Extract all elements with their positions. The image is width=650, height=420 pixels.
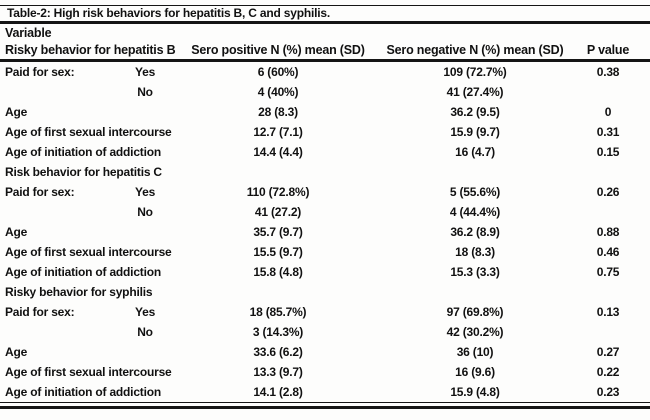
table-row: No 3 (14.3%) 42 (30.2%) xyxy=(0,322,650,342)
p-value: 0.31 xyxy=(596,125,620,139)
table-row: Age of initiation of addiction 14.4 (4.4… xyxy=(0,142,650,162)
p-value: 0 xyxy=(604,105,612,119)
row-label: Age of first sexual intercourse xyxy=(5,365,172,379)
p-value: 0.75 xyxy=(596,265,620,279)
row-sublabel: No xyxy=(137,205,153,219)
table-row: Age of first sexual intercourse 15.5 (9.… xyxy=(0,242,650,262)
p-value: 0.46 xyxy=(596,245,620,259)
row-label: Age of first sexual intercourse xyxy=(5,125,172,139)
table-row: No 41 (27.2) 4 (44.4%) xyxy=(0,202,650,222)
p-value: 0.38 xyxy=(596,65,620,79)
top-rule xyxy=(0,5,650,6)
sero-positive-value: 18 (85.7%) xyxy=(249,305,307,319)
sero-negative-value: 18 (8.3) xyxy=(455,245,495,259)
sero-negative-value: 15.9 (4.8) xyxy=(450,385,500,399)
section-row: Risk behavior for hepatitis C xyxy=(0,162,650,182)
p-value: 0.27 xyxy=(596,345,620,359)
sero-negative-value: 109 (72.7%) xyxy=(443,65,507,79)
p-value: 0.13 xyxy=(596,305,620,319)
table-title: Table-2: High risk behaviors for hepatit… xyxy=(7,6,330,20)
sero-negative-value: 15.3 (3.3) xyxy=(450,265,500,279)
p-value: 0.26 xyxy=(596,185,620,199)
row-label: Age of initiation of addiction xyxy=(5,145,161,159)
sero-negative-value: 16 (4.7) xyxy=(455,145,495,159)
section-label: Risk behavior for hepatitis C xyxy=(5,165,162,179)
header-sero-negative: Sero negative N (%) mean (SD) xyxy=(386,42,564,57)
bottom-thick-rule xyxy=(0,406,650,409)
row-label: Age of initiation of addiction xyxy=(5,385,161,399)
header-sero-positive: Sero positive N (%) mean (SD) xyxy=(191,42,365,57)
table-row: Paid for sex: Yes 6 (60%) 109 (72.7%) 0.… xyxy=(0,62,650,82)
table-row: Age 35.7 (9.7) 36.2 (8.9) 0.88 xyxy=(0,222,650,242)
sero-positive-value: 14.4 (4.4) xyxy=(253,145,303,159)
table-row: Paid for sex: Yes 18 (85.7%) 97 (69.8%) … xyxy=(0,302,650,322)
row-sublabel: No xyxy=(137,85,153,99)
p-value: 0.23 xyxy=(596,385,620,399)
row-label: Age xyxy=(5,105,28,119)
sero-positive-value: 6 (60%) xyxy=(257,65,299,79)
sero-positive-value: 3 (14.3%) xyxy=(252,325,304,339)
row-sublabel: No xyxy=(137,325,153,339)
section-label: Risky behavior for syphilis xyxy=(5,285,153,299)
row-sublabel: Yes xyxy=(134,185,156,199)
bottom-thin-rule xyxy=(0,402,650,403)
row-sublabel: Yes xyxy=(134,305,156,319)
table-body: Paid for sex: Yes 6 (60%) 109 (72.7%) 0.… xyxy=(0,62,650,402)
title-rule xyxy=(0,21,650,24)
sero-positive-value: 110 (72.8%) xyxy=(246,185,310,199)
row-label: Paid for sex: xyxy=(5,305,75,319)
sero-negative-value: 5 (55.6%) xyxy=(449,185,501,199)
sero-negative-value: 15.9 (9.7) xyxy=(450,125,500,139)
sero-negative-value: 42 (30.2%) xyxy=(446,325,504,339)
sero-positive-value: 33.6 (6.2) xyxy=(253,345,303,359)
p-value: 0.15 xyxy=(596,145,620,159)
table-row: Age of initiation of addiction 14.1 (2.8… xyxy=(0,382,650,402)
row-label: Paid for sex: xyxy=(5,185,75,199)
table-row: Age of first sexual intercourse 13.3 (9.… xyxy=(0,362,650,382)
sero-positive-value: 15.8 (4.8) xyxy=(253,265,303,279)
sero-positive-value: 4 (40%) xyxy=(257,85,299,99)
sero-positive-value: 14.1 (2.8) xyxy=(253,385,303,399)
header-variable: Variable xyxy=(5,26,52,40)
row-label: Age xyxy=(5,225,28,239)
sero-negative-value: 16 (9.6) xyxy=(455,365,495,379)
table-row: Age of first sexual intercourse 12.7 (7.… xyxy=(0,122,650,142)
sero-negative-value: 41 (27.4%) xyxy=(446,85,504,99)
table-row: Age 33.6 (6.2) 36 (10) 0.27 xyxy=(0,342,650,362)
sero-positive-value: 28 (8.3) xyxy=(258,105,298,119)
sero-positive-value: 35.7 (9.7) xyxy=(253,225,303,239)
row-label: Age xyxy=(5,345,28,359)
table-row: Paid for sex: Yes 110 (72.8%) 5 (55.6%) … xyxy=(0,182,650,202)
sero-negative-value: 97 (69.8%) xyxy=(446,305,504,319)
table-row: Age 28 (8.3) 36.2 (9.5) 0 xyxy=(0,102,650,122)
sero-negative-value: 36 (10) xyxy=(456,345,494,359)
sero-positive-value: 41 (27.2) xyxy=(254,205,302,219)
row-label: Age of initiation of addiction xyxy=(5,265,161,279)
sero-negative-value: 4 (44.4%) xyxy=(449,205,501,219)
p-value: 0.88 xyxy=(596,225,620,239)
header-risky-behavior: Risky behavior for hepatitis B xyxy=(5,42,176,57)
row-sublabel: Yes xyxy=(134,65,156,79)
sero-positive-value: 12.7 (7.1) xyxy=(253,125,303,139)
table-row: No 4 (40%) 41 (27.4%) xyxy=(0,82,650,102)
header-rule xyxy=(0,59,650,62)
row-label: Age of first sexual intercourse xyxy=(5,245,172,259)
table-header-row: Risky behavior for hepatitis B Sero posi… xyxy=(0,40,650,59)
header-p-value: P value xyxy=(586,42,630,57)
section-row: Risky behavior for syphilis xyxy=(0,282,650,302)
sero-positive-value: 13.3 (9.7) xyxy=(253,365,303,379)
sero-positive-value: 15.5 (9.7) xyxy=(253,245,303,259)
sero-negative-value: 36.2 (9.5) xyxy=(450,105,500,119)
sero-negative-value: 36.2 (8.9) xyxy=(450,225,500,239)
p-value: 0.22 xyxy=(596,365,620,379)
table-row: Age of initiation of addiction 15.8 (4.8… xyxy=(0,262,650,282)
row-label: Paid for sex: xyxy=(5,65,75,79)
